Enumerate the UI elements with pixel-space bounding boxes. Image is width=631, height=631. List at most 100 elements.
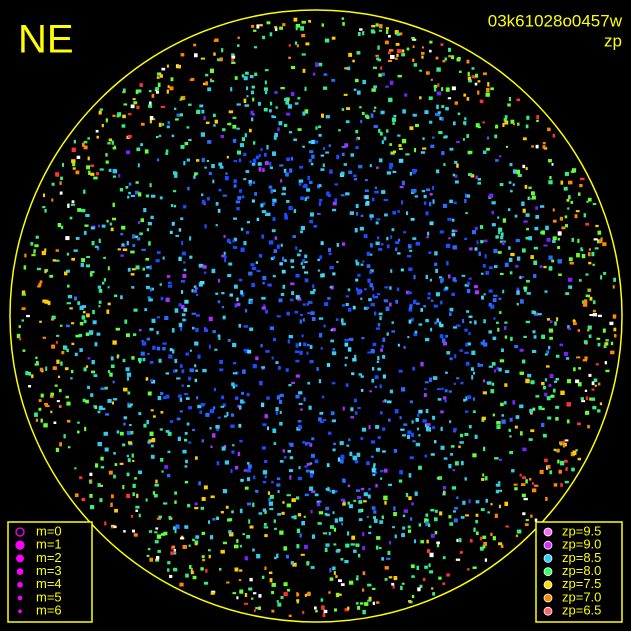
- star: [542, 142, 546, 145]
- star: [231, 59, 235, 62]
- star: [175, 118, 179, 121]
- star: [183, 261, 186, 264]
- star: [301, 20, 306, 24]
- star: [467, 568, 470, 571]
- star: [309, 219, 314, 224]
- star: [262, 275, 267, 281]
- star: [116, 355, 119, 359]
- star: [416, 565, 420, 571]
- star: [249, 183, 252, 187]
- star: [387, 59, 393, 63]
- star: [519, 275, 522, 279]
- star: [325, 513, 330, 517]
- star: [347, 288, 351, 292]
- star: [300, 196, 304, 201]
- star: [22, 349, 26, 352]
- star: [219, 568, 222, 571]
- star: [253, 609, 256, 612]
- star: [297, 128, 302, 131]
- star: [454, 229, 458, 233]
- star: [415, 442, 421, 447]
- star: [218, 188, 222, 192]
- star: [106, 309, 110, 314]
- star: [508, 246, 511, 250]
- star: [286, 157, 291, 162]
- star: [96, 172, 99, 176]
- star: [114, 508, 118, 513]
- star: [238, 158, 242, 163]
- star: [329, 577, 334, 581]
- star: [370, 303, 375, 307]
- star: [173, 567, 178, 572]
- star: [236, 103, 241, 106]
- star: [51, 344, 56, 349]
- star: [205, 73, 209, 77]
- star: [217, 334, 221, 338]
- star: [528, 236, 532, 241]
- star: [488, 365, 493, 368]
- star: [261, 402, 265, 408]
- zp-legend-label: zp=8.5: [562, 550, 601, 565]
- star: [362, 532, 365, 537]
- star: [172, 221, 175, 226]
- star: [412, 237, 417, 240]
- star: [516, 303, 519, 306]
- star: [213, 52, 216, 56]
- star: [440, 410, 444, 414]
- star: [125, 367, 130, 372]
- star: [414, 491, 418, 496]
- star: [408, 496, 412, 501]
- star: [147, 391, 152, 396]
- star: [390, 269, 393, 273]
- star: [173, 526, 177, 530]
- star: [156, 76, 160, 79]
- star: [262, 480, 267, 484]
- star: [315, 126, 318, 130]
- star: [201, 157, 205, 163]
- star: [109, 372, 113, 377]
- star: [176, 64, 182, 69]
- star: [190, 567, 193, 573]
- star: [432, 199, 435, 204]
- star: [533, 260, 538, 265]
- star: [476, 531, 479, 536]
- star: [268, 501, 274, 506]
- zp-legend-label: zp=7.5: [562, 576, 601, 591]
- star: [126, 493, 131, 498]
- star: [75, 237, 80, 240]
- star: [242, 369, 246, 374]
- star: [493, 294, 498, 297]
- star: [566, 419, 570, 424]
- star: [374, 186, 378, 190]
- star: [111, 140, 114, 145]
- image-id: 03k61028o0457w: [488, 11, 623, 30]
- star: [435, 292, 440, 297]
- star: [490, 304, 495, 309]
- star: [546, 396, 551, 401]
- star: [418, 409, 423, 414]
- star: [443, 396, 447, 400]
- star: [410, 432, 414, 437]
- star: [440, 279, 443, 284]
- star: [414, 195, 419, 198]
- star: [462, 138, 465, 141]
- star: [333, 571, 336, 575]
- star: [441, 338, 446, 343]
- star: [372, 367, 375, 371]
- star: [238, 423, 242, 428]
- star: [288, 44, 291, 47]
- star: [517, 256, 521, 261]
- star: [110, 356, 114, 361]
- star: [563, 186, 568, 191]
- star: [38, 399, 42, 403]
- star: [344, 67, 349, 70]
- star: [222, 541, 227, 545]
- star: [310, 311, 315, 316]
- star: [335, 549, 340, 553]
- star: [266, 21, 271, 25]
- star: [279, 26, 284, 30]
- star: [227, 339, 231, 342]
- star: [110, 526, 114, 529]
- star: [90, 271, 95, 274]
- star: [276, 477, 281, 481]
